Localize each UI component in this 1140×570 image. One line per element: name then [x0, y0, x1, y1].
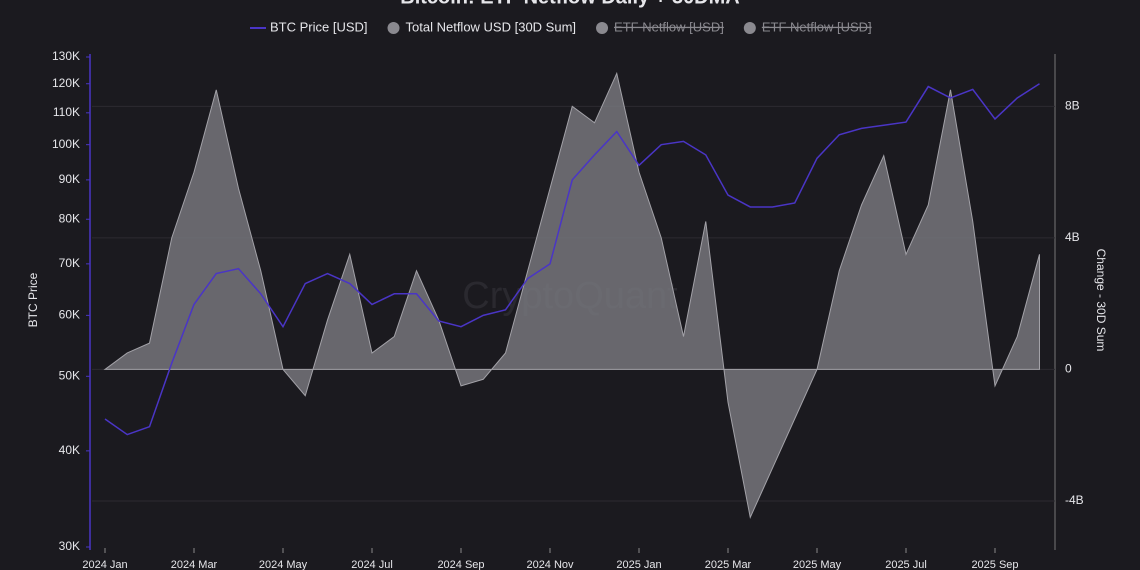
x-tick-label: 2024 Mar: [171, 559, 218, 570]
legend-swatch: [596, 22, 609, 34]
x-tick-label: 2024 Jul: [351, 559, 393, 570]
legend-label[interactable]: BTC Price [USD]: [270, 19, 368, 34]
price-line: [104, 83, 1040, 436]
y-tick-label: 30K: [59, 539, 80, 553]
y-tick-label: 100K: [52, 137, 80, 151]
y-tick-label: 90K: [59, 172, 80, 186]
y-tick-label: 130K: [52, 49, 80, 63]
x-tick-label: 2025 Jan: [616, 559, 661, 570]
legend-swatch: [387, 22, 400, 34]
legend-label[interactable]: ETF Netflow [USD]: [762, 19, 872, 34]
y2-tick-label: 0: [1065, 362, 1072, 376]
y2-tick-label: 4B: [1065, 230, 1080, 244]
y2-tick-label: 8B: [1065, 99, 1080, 113]
y-axis-title: BTC Price: [26, 272, 40, 327]
y-tick-label: 60K: [59, 308, 80, 322]
chart-title: Bitcoin: ETF Netflow Daily + 30DMA: [400, 0, 739, 8]
legend-label[interactable]: Total Netflow USD [30D Sum]: [406, 19, 577, 34]
netflow-area: [103, 71, 1040, 520]
y-tick-label: 110K: [53, 105, 80, 119]
y-tick-label: 70K: [59, 256, 80, 270]
x-tick-label: 2025 Sep: [971, 559, 1018, 570]
x-tick-label: 2025 May: [793, 559, 842, 570]
x-tick-label: 2025 Jul: [885, 559, 927, 570]
y-tick-label: 40K: [59, 443, 80, 457]
legend-swatch: [743, 22, 756, 34]
x-tick-label: 2024 May: [259, 559, 308, 570]
x-tick-label: 2024 Jan: [82, 559, 127, 570]
y-tick-label: 120K: [52, 76, 80, 90]
y2-tick-label: -4B: [1065, 493, 1084, 507]
x-tick-label: 2025 Mar: [705, 559, 752, 570]
y-tick-label: 80K: [59, 211, 80, 225]
x-tick-label: 2024 Nov: [526, 559, 574, 570]
y2-axis-title: Change - 30D Sum: [1094, 249, 1108, 352]
legend-label[interactable]: ETF Netflow [USD]: [614, 19, 724, 34]
y-tick-label: 50K: [59, 368, 80, 382]
x-tick-label: 2024 Sep: [437, 559, 484, 570]
